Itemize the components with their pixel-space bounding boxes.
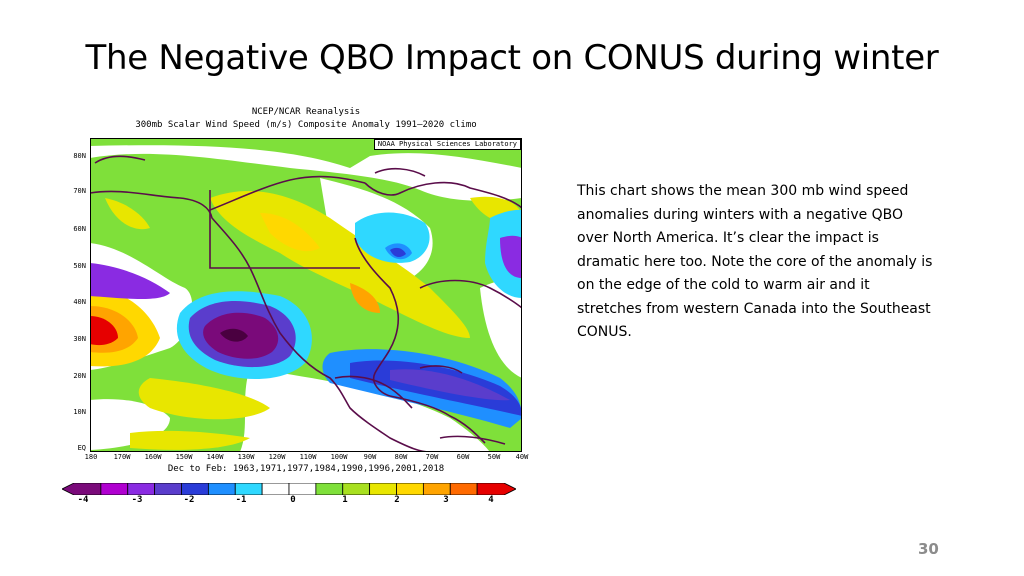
colorbar-label: 4	[488, 495, 494, 505]
anomaly-map-graphic	[90, 138, 522, 452]
colorbar-swatch	[234, 482, 263, 496]
colorbar-label: -1	[235, 495, 247, 505]
lon-label: 140W	[206, 453, 224, 461]
colorbar-label: 3	[443, 495, 449, 505]
lon-label: 160W	[144, 453, 162, 461]
lon-label: 180	[84, 453, 98, 461]
lat-label: 60N	[73, 225, 86, 233]
lon-label: 50W	[487, 453, 501, 461]
lon-label: 60W	[456, 453, 470, 461]
credit-label: NOAA Physical Sciences Laboratory	[373, 139, 521, 150]
colorbar-label: 1	[342, 495, 348, 505]
lon-label: 150W	[175, 453, 193, 461]
lat-label: 10N	[73, 408, 86, 416]
lat-label: 70N	[73, 187, 86, 195]
lat-label: 20N	[73, 372, 86, 380]
colorbar-graphic	[61, 482, 517, 496]
slide-description: This chart shows the mean 300 mb wind sp…	[577, 183, 933, 340]
colorbar-swatch	[154, 482, 182, 496]
colorbar-swatch	[100, 482, 129, 496]
colorbar-swatch	[181, 482, 209, 496]
colorbar-swatch	[288, 482, 317, 496]
page-number: 30	[918, 540, 939, 558]
lon-label: 130W	[237, 453, 255, 461]
colorbar-swatch	[127, 482, 156, 496]
lon-label: 110W	[299, 453, 317, 461]
colorbar-swatch	[476, 482, 517, 496]
colorbar-swatch	[369, 482, 397, 496]
lat-label: 50N	[73, 262, 86, 270]
colorbar-swatch	[422, 482, 451, 496]
lon-label: 80W	[394, 453, 408, 461]
period-label: Dec to Feb: 1963,1971,1977,1984,1990,199…	[167, 464, 445, 474]
slide-title: The Negative QBO Impact on CONUS during …	[85, 38, 939, 78]
lon-label: 170W	[113, 453, 131, 461]
colorbar-swatch	[207, 482, 236, 496]
lat-label: 30N	[73, 335, 86, 343]
map-header: NCEP/NCAR Reanalysis 300mb Scalar Wind S…	[90, 106, 522, 132]
lat-label: 80N	[73, 152, 86, 160]
lon-label: 40W	[515, 453, 529, 461]
lat-label: EQ	[77, 444, 86, 452]
colorbar-swatch	[315, 482, 344, 496]
colorbar-label: -3	[131, 495, 143, 505]
colorbar-label: 0	[290, 495, 296, 505]
colorbar-swatch	[261, 482, 290, 496]
colorbar-swatch	[342, 482, 371, 496]
map-header-variable: 300mb Scalar Wind Speed (m/s) Composite …	[135, 120, 477, 130]
colorbar-label: -4	[77, 495, 89, 505]
lon-label: 100W	[330, 453, 348, 461]
colorbar-label: -2	[183, 495, 195, 505]
lon-label: 120W	[268, 453, 286, 461]
map-header-source: NCEP/NCAR Reanalysis	[251, 107, 361, 117]
colorbar-swatch	[61, 482, 102, 496]
colorbar-swatch	[396, 482, 424, 496]
anomaly-map: NOAA Physical Sciences Laboratory	[90, 138, 522, 452]
colorbar	[61, 482, 517, 500]
colorbar-swatch	[449, 482, 478, 496]
lat-label: 40N	[73, 298, 86, 306]
colorbar-label: 2	[394, 495, 400, 505]
lon-label: 90W	[363, 453, 377, 461]
lon-label: 70W	[425, 453, 439, 461]
